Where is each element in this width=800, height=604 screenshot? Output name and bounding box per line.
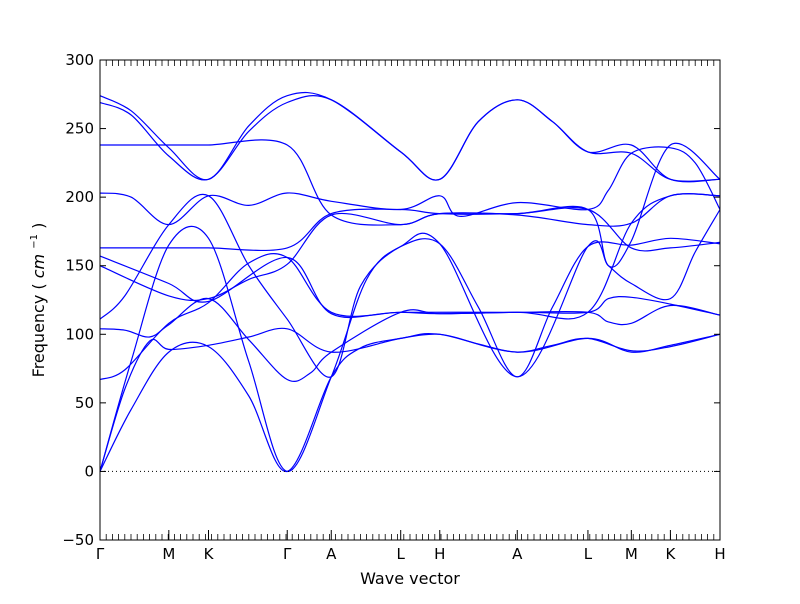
band-line-13 — [99, 91, 721, 182]
y-tick-label: 0 — [84, 462, 94, 480]
y-axis-label-unit-exponent: −1 — [29, 234, 40, 249]
band-line-12 — [99, 95, 721, 183]
x-tick-label: L — [584, 545, 593, 563]
y-tick-label: 200 — [65, 188, 94, 206]
band-line-1 — [99, 333, 721, 472]
y-axis-label-text: Frequency — [29, 295, 48, 378]
y-tick-label: −50 — [62, 531, 94, 549]
y-axis-label-unit: cm — [29, 254, 48, 278]
axis-ticks — [99, 59, 721, 541]
y-tick-label: 50 — [75, 394, 94, 412]
band-line-4 — [99, 253, 721, 381]
x-tick-label: K — [665, 545, 676, 563]
y-axis-label-close-paren: ) — [29, 223, 48, 229]
y-tick-label: 300 — [65, 51, 94, 69]
x-tick-label: A — [512, 545, 523, 563]
x-tick-label: H — [714, 545, 725, 563]
x-tick-label: M — [162, 545, 175, 563]
x-tick-label: Γ — [283, 545, 292, 563]
band-line-3 — [99, 225, 721, 472]
x-tick-label: A — [326, 545, 337, 563]
y-axis-label: Frequency ( cm −1 ) — [22, 223, 48, 378]
y-tick-label: 150 — [65, 257, 94, 275]
x-tick-label: H — [434, 545, 445, 563]
x-tick-label: M — [625, 545, 638, 563]
y-axis-label-open-paren: ( — [29, 283, 48, 289]
band-line-6 — [99, 193, 721, 378]
band-line-5 — [99, 296, 721, 382]
band-lines — [99, 91, 721, 472]
x-tick-label: K — [204, 545, 215, 563]
y-tick-labels: −50 0 50 100 150 200 250 300 — [62, 51, 94, 549]
x-tick-label: L — [397, 545, 406, 563]
x-axis-label: Wave vector — [360, 569, 460, 588]
band-line-10 — [99, 146, 721, 226]
y-tick-label: 250 — [65, 120, 94, 138]
y-tick-label: 100 — [65, 325, 94, 343]
band-line-11 — [100, 139, 721, 268]
band-line-8 — [99, 193, 721, 320]
x-tick-label: Γ — [96, 545, 105, 563]
band-line-9 — [100, 207, 721, 252]
